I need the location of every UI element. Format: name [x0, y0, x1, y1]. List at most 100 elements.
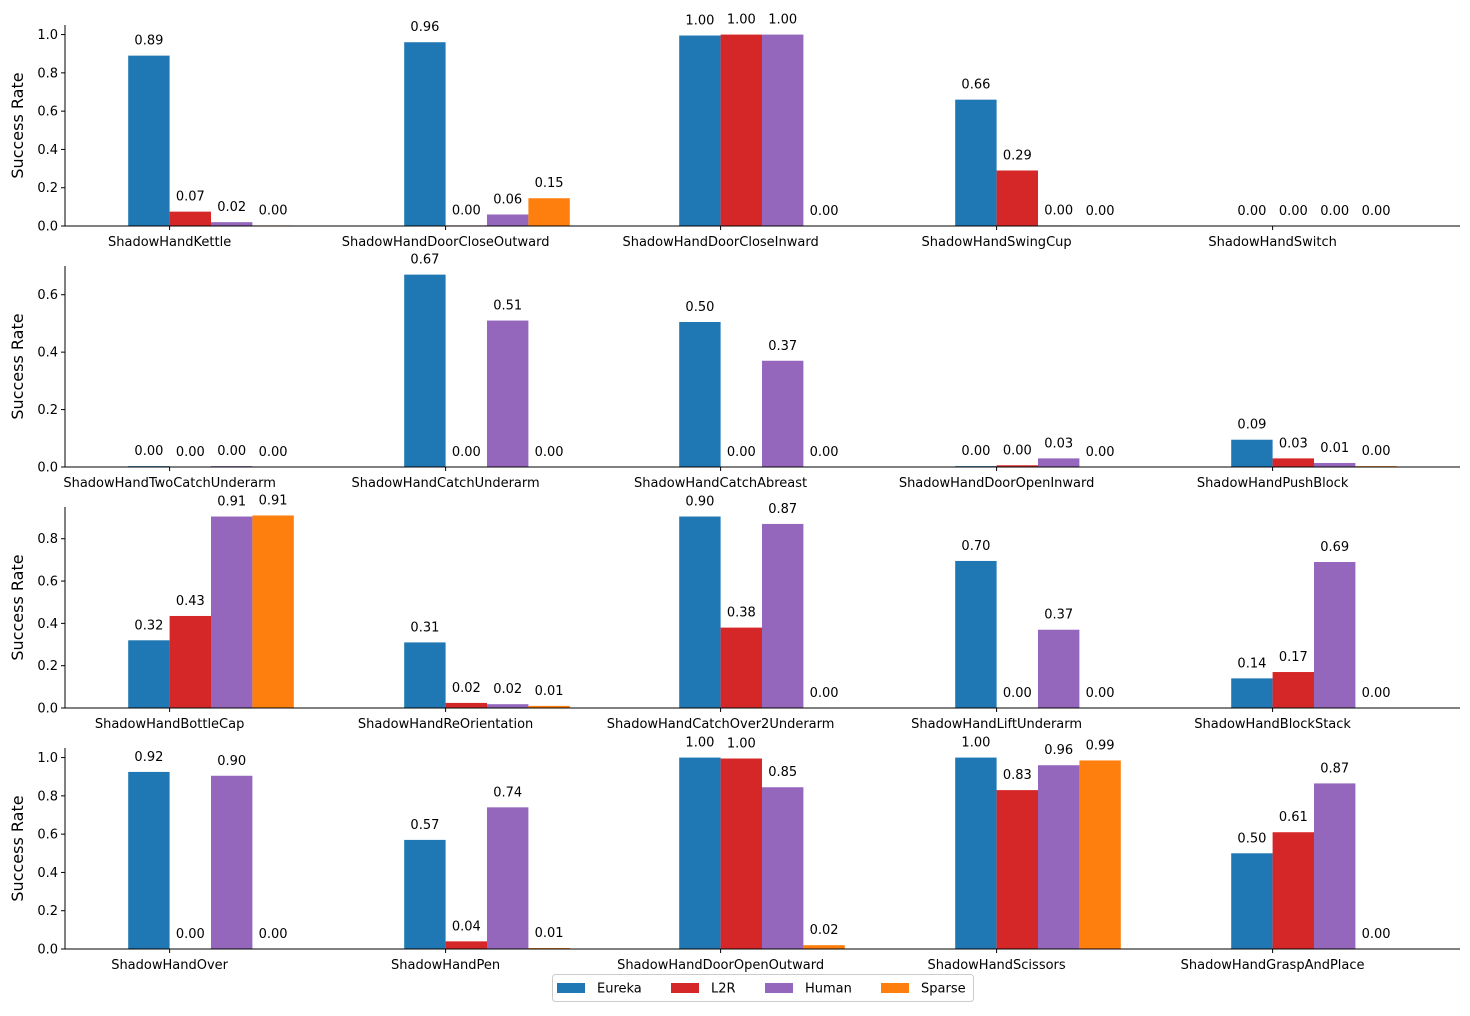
y-tick-label: 0.4: [37, 346, 58, 361]
bar-human-ShadowHandPushBlock: [1314, 462, 1356, 467]
value-label-sparse-ShadowHandLiftUnderarm: 0.00: [1086, 686, 1115, 701]
bar-l2r-ShadowHandGraspAndPlace: [1272, 832, 1314, 949]
y-tick-label: 0.6: [37, 288, 58, 303]
y-tick-label: 0.0: [37, 461, 58, 476]
value-label-sparse-ShadowHandBlockStack: 0.00: [1362, 686, 1391, 701]
x-tick-label-ShadowHandCatchAbreast: ShadowHandCatchAbreast: [634, 476, 807, 491]
value-label-sparse-ShadowHandDoorCloseOutward: 0.15: [535, 176, 564, 191]
value-label-eureka-ShadowHandDoorCloseOutward: 0.96: [410, 20, 439, 35]
value-label-eureka-ShadowHandDoorOpenInward: 0.00: [961, 444, 990, 459]
bar-l2r-ShadowHandDoorOpenInward: [996, 465, 1038, 467]
legend-label-l2r: L2R: [711, 982, 736, 997]
value-label-sparse-ShadowHandGraspAndPlace: 0.00: [1362, 927, 1391, 942]
value-label-human-ShadowHandPushBlock: 0.01: [1320, 441, 1349, 456]
value-label-human-ShadowHandSwitch: 0.00: [1320, 204, 1349, 219]
value-label-human-ShadowHandDoorOpenInward: 0.03: [1044, 436, 1073, 451]
x-tick-label-ShadowHandScissors: ShadowHandScissors: [928, 958, 1066, 973]
value-label-eureka-ShadowHandGraspAndPlace: 0.50: [1237, 831, 1266, 846]
bar-human-ShadowHandCatchUnderarm: [487, 320, 529, 467]
legend-swatch-eureka: [557, 983, 585, 993]
value-label-l2r-ShadowHandDoorOpenOutward: 1.00: [727, 737, 756, 752]
value-label-l2r-ShadowHandDoorCloseInward: 1.00: [727, 13, 756, 28]
value-label-sparse-ShadowHandSwingCup: 0.00: [1086, 204, 1115, 219]
value-label-l2r-ShadowHandOver: 0.00: [176, 927, 205, 942]
value-label-l2r-ShadowHandBlockStack: 0.17: [1279, 650, 1308, 665]
value-label-sparse-ShadowHandOver: 0.00: [259, 927, 288, 942]
bar-l2r-ShadowHandCatchOver2Underarm: [720, 627, 762, 708]
y-tick-label: 0.2: [37, 904, 58, 919]
bar-l2r-ShadowHandBlockStack: [1272, 672, 1314, 708]
value-label-l2r-ShadowHandLiftUnderarm: 0.00: [1003, 686, 1032, 701]
value-label-human-ShadowHandBlockStack: 0.69: [1320, 540, 1349, 555]
bar-eureka-ShadowHandDoorCloseOutward: [404, 42, 446, 226]
legend-swatch-human: [765, 983, 793, 993]
value-label-eureka-ShadowHandReOrientation: 0.31: [410, 620, 439, 635]
bar-eureka-ShadowHandBlockStack: [1231, 678, 1273, 708]
bar-sparse-ShadowHandBottleCap: [252, 515, 294, 708]
bar-human-ShadowHandOver: [211, 775, 253, 949]
y-tick-label: 0.0: [37, 943, 58, 958]
value-label-eureka-ShadowHandSwingCup: 0.66: [961, 78, 990, 93]
panel-3: 0.32 0.31 0.90 0.70 0.14 0.43 0.02 0.38 0.00 0.17…: [8, 493, 1460, 732]
x-tick-label-ShadowHandOver: ShadowHandOver: [111, 958, 228, 973]
value-label-human-ShadowHandDoorCloseOutward: 0.06: [493, 193, 522, 208]
x-tick-label-ShadowHandDoorOpenInward: ShadowHandDoorOpenInward: [899, 476, 1095, 491]
value-label-sparse-ShadowHandKettle: 0.00: [259, 203, 288, 218]
bar-eureka-ShadowHandReOrientation: [404, 642, 446, 708]
x-tick-label-ShadowHandCatchOver2Underarm: ShadowHandCatchOver2Underarm: [607, 717, 835, 732]
value-label-sparse-ShadowHandCatchOver2Underarm: 0.00: [810, 686, 839, 701]
bar-sparse-ShadowHandReOrientation: [528, 705, 570, 708]
value-label-l2r-ShadowHandSwingCup: 0.29: [1003, 148, 1032, 163]
value-label-human-ShadowHandCatchAbreast: 0.37: [768, 339, 797, 354]
value-label-eureka-ShadowHandOver: 0.92: [134, 750, 163, 765]
x-tick-label-ShadowHandDoorCloseOutward: ShadowHandDoorCloseOutward: [342, 235, 550, 250]
value-label-sparse-ShadowHandSwitch: 0.00: [1362, 204, 1391, 219]
value-label-human-ShadowHandPen: 0.74: [493, 785, 522, 800]
bar-sparse-ShadowHandDoorOpenOutward: [803, 945, 845, 949]
legend-label-sparse: Sparse: [921, 982, 966, 997]
bar-eureka-ShadowHandCatchOver2Underarm: [679, 516, 721, 708]
x-tick-label-ShadowHandLiftUnderarm: ShadowHandLiftUnderarm: [911, 717, 1082, 732]
value-label-human-ShadowHandOver: 0.90: [217, 754, 246, 769]
bar-human-ShadowHandScissors: [1038, 765, 1080, 949]
value-label-eureka-ShadowHandCatchAbreast: 0.50: [685, 300, 714, 315]
bar-l2r-ShadowHandKettle: [169, 211, 211, 226]
bar-eureka-ShadowHandCatchUnderarm: [404, 274, 446, 467]
value-label-eureka-ShadowHandSwitch: 0.00: [1237, 204, 1266, 219]
bar-eureka-ShadowHandSwingCup: [955, 99, 997, 226]
bar-l2r-ShadowHandSwingCup: [996, 170, 1038, 226]
value-label-human-ShadowHandCatchOver2Underarm: 0.87: [768, 502, 797, 517]
value-label-l2r-ShadowHandCatchOver2Underarm: 0.38: [727, 606, 756, 621]
value-label-human-ShadowHandReOrientation: 0.02: [493, 682, 522, 697]
value-label-l2r-ShadowHandTwoCatchUnderarm: 0.00: [176, 445, 205, 460]
x-tick-label-ShadowHandBlockStack: ShadowHandBlockStack: [1194, 717, 1351, 732]
value-label-sparse-ShadowHandCatchAbreast: 0.00: [810, 445, 839, 460]
value-label-human-ShadowHandSwingCup: 0.00: [1044, 203, 1073, 218]
value-label-human-ShadowHandTwoCatchUnderarm: 0.00: [217, 444, 246, 459]
bar-human-ShadowHandLiftUnderarm: [1038, 629, 1080, 708]
x-tick-label-ShadowHandGraspAndPlace: ShadowHandGraspAndPlace: [1181, 958, 1365, 973]
y-tick-label: 0.8: [37, 789, 58, 804]
bar-eureka-ShadowHandBottleCap: [128, 640, 170, 708]
legend: Eureka L2R Human Sparse: [552, 974, 974, 1002]
y-tick-label: 0.2: [37, 403, 58, 418]
value-label-l2r-ShadowHandSwitch: 0.00: [1279, 204, 1308, 219]
y-tick-label: 0.6: [37, 105, 58, 120]
value-label-human-ShadowHandGraspAndPlace: 0.87: [1320, 761, 1349, 776]
bar-human-ShadowHandDoorCloseInward: [762, 34, 804, 227]
value-label-l2r-ShadowHandScissors: 0.83: [1003, 768, 1032, 783]
legend-frame: [552, 974, 974, 1002]
bar-human-ShadowHandCatchOver2Underarm: [762, 523, 804, 708]
y-tick-label: 0.6: [37, 828, 58, 843]
bar-sparse-ShadowHandScissors: [1079, 760, 1121, 949]
bar-eureka-ShadowHandPen: [404, 839, 446, 949]
value-label-eureka-ShadowHandDoorOpenOutward: 1.00: [685, 736, 714, 751]
value-label-eureka-ShadowHandKettle: 0.89: [134, 34, 163, 49]
value-label-l2r-ShadowHandPushBlock: 0.03: [1279, 436, 1308, 451]
value-label-human-ShadowHandDoorCloseInward: 1.00: [768, 13, 797, 28]
bar-human-ShadowHandBlockStack: [1314, 562, 1356, 708]
bar-sparse-ShadowHandDoorCloseOutward: [528, 198, 570, 226]
value-label-eureka-ShadowHandTwoCatchUnderarm: 0.00: [134, 444, 163, 459]
